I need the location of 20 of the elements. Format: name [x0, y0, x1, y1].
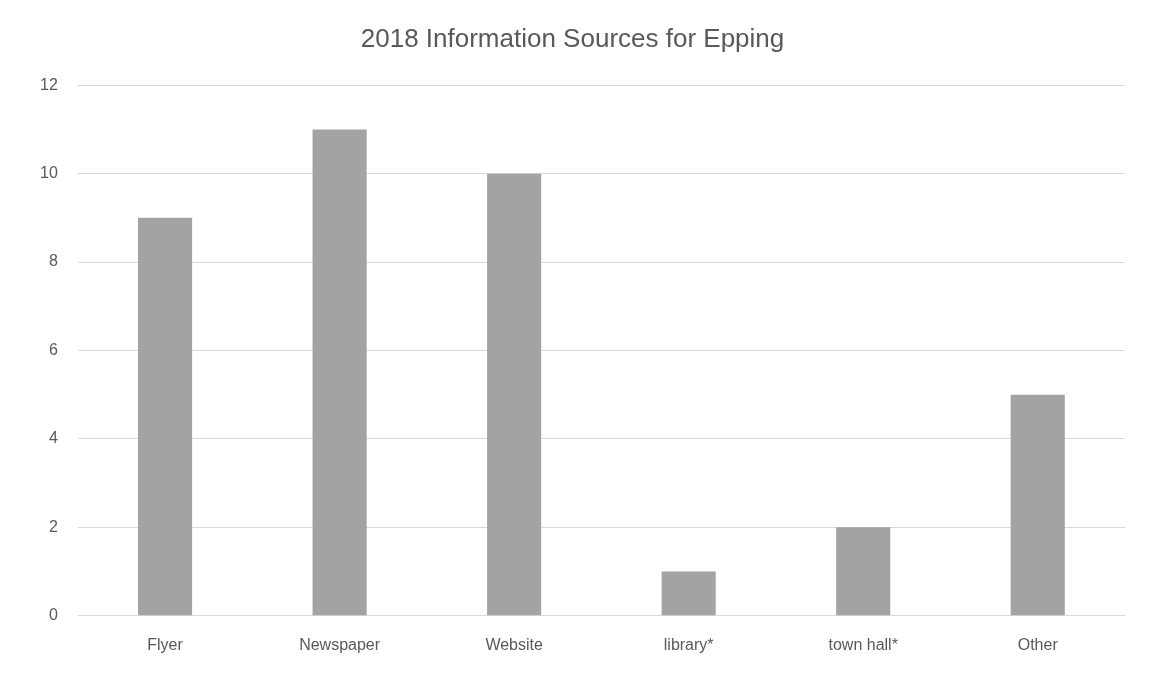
x-tick-label: library* [663, 635, 714, 653]
y-tick-label: 4 [48, 429, 58, 447]
chart-title: 2018 Information Sources for Epping [360, 22, 785, 53]
y-tick-label: 0 [48, 606, 58, 624]
x-tick-label: town hall* [828, 635, 898, 653]
bar [836, 527, 891, 616]
x-tick-label: Flyer [147, 635, 184, 653]
bar [661, 571, 716, 616]
bar [487, 173, 542, 616]
y-tick-label: 8 [48, 252, 58, 270]
x-tick-label: Other [1017, 635, 1059, 653]
y-tick-label: 10 [40, 164, 58, 182]
bar [1010, 394, 1065, 616]
bar [312, 129, 367, 616]
bar [138, 217, 193, 616]
x-tick-label: Website [485, 635, 543, 653]
y-tick-label: 2 [48, 517, 58, 535]
y-tick-label: 6 [48, 340, 58, 358]
x-tick-label: Newspaper [299, 635, 381, 653]
y-tick-label: 12 [40, 75, 58, 93]
